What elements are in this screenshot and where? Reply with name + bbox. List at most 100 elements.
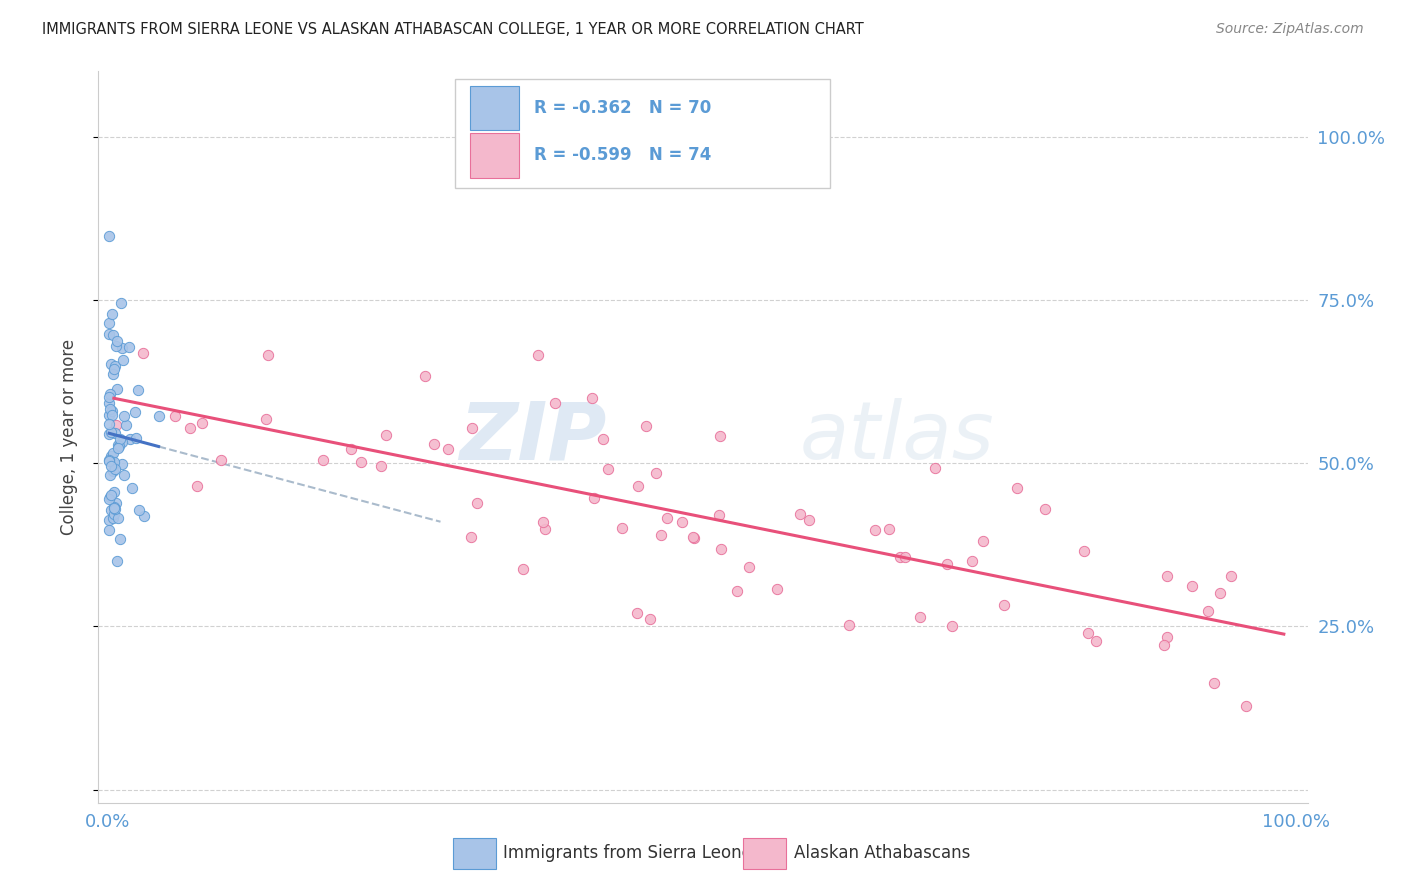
Point xyxy=(799,513,821,527)
Point xyxy=(112,467,135,482)
Point xyxy=(683,531,706,545)
Point xyxy=(128,503,150,517)
Point xyxy=(1156,630,1178,644)
Point xyxy=(101,327,124,342)
Point xyxy=(644,466,666,480)
Point xyxy=(124,405,146,419)
Point xyxy=(626,606,648,620)
Point xyxy=(101,446,124,460)
Point xyxy=(1073,543,1095,558)
Point xyxy=(98,417,121,431)
Point xyxy=(766,582,789,596)
Point xyxy=(98,229,121,244)
Point xyxy=(467,496,489,510)
Text: R = -0.362   N = 70: R = -0.362 N = 70 xyxy=(534,99,711,117)
Point xyxy=(108,439,131,453)
Point xyxy=(105,339,128,353)
Point xyxy=(103,455,125,469)
Point xyxy=(107,441,129,455)
Point xyxy=(98,401,121,416)
Point xyxy=(165,409,187,424)
Point xyxy=(104,359,127,373)
Point xyxy=(179,420,201,434)
Point xyxy=(104,502,127,516)
Point xyxy=(1005,481,1028,495)
Point xyxy=(134,509,156,524)
Point xyxy=(100,488,122,502)
Text: ZIP: ZIP xyxy=(458,398,606,476)
Point xyxy=(98,317,121,331)
Text: R = -0.599   N = 74: R = -0.599 N = 74 xyxy=(534,146,711,164)
Point xyxy=(98,454,121,468)
FancyBboxPatch shape xyxy=(456,78,830,188)
Point xyxy=(257,348,280,362)
Point xyxy=(98,453,121,467)
Point xyxy=(422,437,444,451)
Point xyxy=(100,404,122,418)
Point xyxy=(1197,604,1219,618)
Point xyxy=(650,527,672,541)
Point xyxy=(935,557,957,571)
Point xyxy=(98,386,121,401)
Point xyxy=(121,481,143,495)
Point xyxy=(100,425,122,439)
Point xyxy=(544,396,567,410)
Point xyxy=(634,419,657,434)
Point xyxy=(460,530,482,544)
Point xyxy=(460,421,482,435)
Point xyxy=(115,418,138,433)
Point xyxy=(148,409,170,423)
Point xyxy=(436,442,458,457)
Point xyxy=(789,507,811,521)
Point xyxy=(131,345,153,359)
Point xyxy=(709,429,731,443)
Point xyxy=(103,500,125,514)
Point xyxy=(1153,639,1175,653)
Text: IMMIGRANTS FROM SIERRA LEONE VS ALASKAN ATHABASCAN COLLEGE, 1 YEAR OR MORE CORRE: IMMIGRANTS FROM SIERRA LEONE VS ALASKAN … xyxy=(42,22,863,37)
Point xyxy=(972,534,994,549)
Point xyxy=(100,459,122,474)
Point xyxy=(105,382,128,396)
Point xyxy=(1236,698,1258,713)
Point xyxy=(101,367,124,381)
Point xyxy=(98,523,121,537)
Point xyxy=(627,479,650,493)
Point xyxy=(98,467,121,482)
Point xyxy=(1220,569,1243,583)
Point xyxy=(111,341,134,355)
Point xyxy=(512,562,534,576)
Point xyxy=(710,541,733,556)
Point xyxy=(671,516,693,530)
Point xyxy=(125,432,148,446)
Point xyxy=(531,515,554,529)
Point xyxy=(110,296,132,310)
Point xyxy=(610,521,633,535)
Point xyxy=(127,383,149,397)
Point xyxy=(596,462,619,476)
Point xyxy=(877,522,900,536)
FancyBboxPatch shape xyxy=(470,86,519,130)
Point xyxy=(98,513,121,527)
Point xyxy=(254,411,277,425)
Point xyxy=(100,449,122,463)
Point xyxy=(110,532,132,546)
Point xyxy=(592,432,614,446)
Point xyxy=(104,496,127,510)
Point xyxy=(924,461,946,475)
Point xyxy=(993,599,1015,613)
Point xyxy=(101,307,124,321)
Point xyxy=(709,508,731,522)
Point xyxy=(103,362,125,376)
Text: Alaskan Athabascans: Alaskan Athabascans xyxy=(793,844,970,863)
Y-axis label: College, 1 year or more: College, 1 year or more xyxy=(59,339,77,535)
Point xyxy=(526,348,548,362)
Text: atlas: atlas xyxy=(800,398,994,476)
Point xyxy=(838,618,860,632)
Point xyxy=(105,554,128,568)
Point xyxy=(98,326,121,341)
Point xyxy=(98,408,121,422)
Point xyxy=(98,396,121,410)
Point xyxy=(738,559,761,574)
Point xyxy=(103,484,125,499)
Point xyxy=(107,510,129,524)
